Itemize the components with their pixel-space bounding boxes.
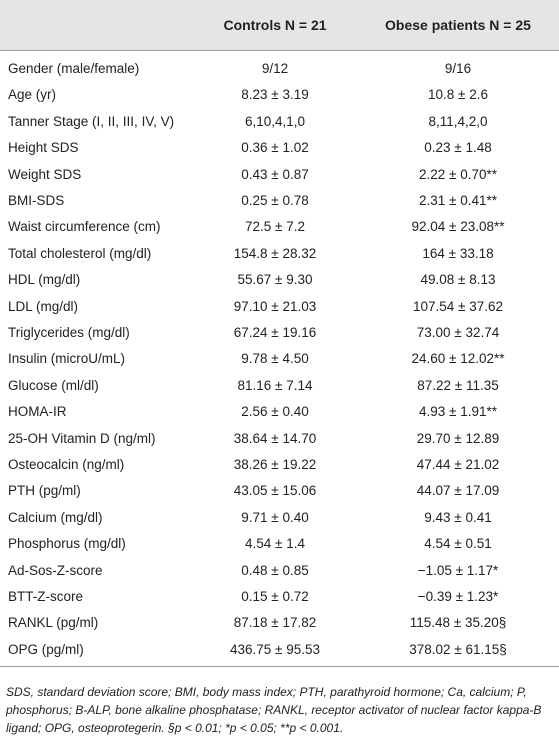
row-label: Osteocalcin (ng/ml) bbox=[8, 457, 125, 472]
row-label: Tanner Stage (I, II, III, IV, V) bbox=[8, 113, 175, 129]
row-label: Weight SDS bbox=[8, 166, 82, 182]
row-label: Phosphorus (mg/dl) bbox=[8, 536, 126, 552]
value-cell: −0.39 ± 1.23* bbox=[417, 589, 499, 604]
value-cell: 0.25 ± 0.78 bbox=[241, 193, 309, 208]
value-cell: 107.54 ± 37.62 bbox=[413, 298, 503, 314]
row-label: RANKL (pg/ml) bbox=[8, 615, 99, 631]
value-cell: 0.48 ± 0.85 bbox=[241, 562, 309, 578]
value-cell: 4.93 ± 1.91** bbox=[419, 404, 497, 420]
value-cell: −1.05 ± 1.17* bbox=[417, 562, 499, 578]
row-label: Calcium (mg/dl) bbox=[8, 509, 103, 525]
value-cell: 9.78 ± 4.50 bbox=[241, 351, 309, 367]
header-rule bbox=[0, 50, 559, 51]
value-cell: 0.36 ± 1.02 bbox=[241, 140, 309, 156]
row-label: PTH (pg/ml) bbox=[8, 483, 81, 499]
row-label: LDL (mg/dl) bbox=[8, 298, 79, 314]
value-cell: 9.43 ± 0.41 bbox=[424, 509, 492, 525]
value-cell: 9.71 ± 0.40 bbox=[241, 509, 309, 525]
value-cell: 44.07 ± 17.09 bbox=[416, 483, 500, 499]
value-cell: 81.16 ± 7.14 bbox=[237, 377, 313, 393]
value-cell: 29.70 ± 12.89 bbox=[416, 430, 500, 446]
value-cell: 164 ± 33.18 bbox=[422, 245, 494, 261]
row-label: HDL (mg/dl) bbox=[8, 272, 81, 288]
row-label: 25-OH Vitamin D (ng/ml) bbox=[8, 430, 156, 446]
column-header: Obese patients N = 25 bbox=[385, 17, 531, 33]
value-cell: 38.26 ± 19.22 bbox=[233, 457, 317, 472]
value-cell: 0.15 ± 0.72 bbox=[241, 589, 309, 604]
value-cell: 2.56 ± 0.40 bbox=[241, 404, 309, 420]
value-cell: 6,10,4,1,0 bbox=[244, 113, 306, 129]
value-cell: 72.5 ± 7.2 bbox=[245, 219, 305, 235]
value-cell: 436.75 ± 95.53 bbox=[230, 641, 320, 657]
row-label: Gender (male/female) bbox=[8, 61, 140, 76]
row-label: BMI-SDS bbox=[8, 193, 65, 208]
column-header: Controls N = 21 bbox=[223, 17, 327, 33]
row-label: Waist circumference (cm) bbox=[8, 219, 161, 235]
value-cell: 0.43 ± 0.87 bbox=[241, 166, 309, 182]
value-cell: 47.44 ± 21.02 bbox=[416, 457, 500, 472]
value-cell: 97.10 ± 21.03 bbox=[233, 298, 317, 314]
row-label: Age (yr) bbox=[8, 87, 57, 103]
row-label: Ad-Sos-Z-score bbox=[8, 562, 103, 578]
row-label: HOMA-IR bbox=[8, 404, 67, 420]
row-label: OPG (pg/ml) bbox=[8, 641, 84, 657]
value-cell: 49.08 ± 8.13 bbox=[420, 272, 496, 288]
value-cell: 115.48 ± 35.20§ bbox=[409, 615, 507, 631]
value-cell: 378.02 ± 61.15§ bbox=[409, 641, 507, 657]
row-label: Glucose (ml/dl) bbox=[8, 377, 99, 393]
value-cell: 9/12 bbox=[261, 61, 289, 76]
row-label: Height SDS bbox=[8, 140, 79, 156]
value-cell: 10.8 ± 2.6 bbox=[428, 87, 488, 103]
value-cell: 2.31 ± 0.41** bbox=[419, 193, 497, 208]
row-label: BTT-Z-score bbox=[8, 589, 84, 604]
row-label: Total cholesterol (mg/dl) bbox=[8, 245, 152, 261]
value-cell: 55.67 ± 9.30 bbox=[237, 272, 313, 288]
value-cell: 87.22 ± 11.35 bbox=[417, 377, 499, 393]
value-cell: 92.04 ± 23.08** bbox=[411, 219, 505, 235]
value-cell: 2.22 ± 0.70** bbox=[419, 166, 497, 182]
value-cell: 87.18 ± 17.82 bbox=[233, 615, 317, 631]
value-cell: 43.05 ± 15.06 bbox=[233, 483, 317, 499]
header-band bbox=[0, 0, 559, 50]
value-cell: 38.64 ± 14.70 bbox=[233, 430, 317, 446]
row-label: Insulin (microU/mL) bbox=[8, 351, 126, 367]
value-cell: 67.24 ± 19.16 bbox=[233, 325, 317, 340]
value-cell: 154.8 ± 28.32 bbox=[233, 245, 317, 261]
value-cell: 8.23 ± 3.19 bbox=[241, 87, 309, 103]
footnote: SDS, standard deviation score; BMI, body… bbox=[6, 685, 542, 735]
value-cell: 4.54 ± 0.51 bbox=[424, 536, 492, 552]
value-cell: 24.60 ± 12.02** bbox=[411, 351, 505, 367]
value-cell: 0.23 ± 1.48 bbox=[424, 140, 492, 156]
row-label: Triglycerides (mg/dl) bbox=[8, 325, 130, 340]
value-cell: 9/16 bbox=[444, 61, 472, 76]
value-cell: 73.00 ± 32.74 bbox=[416, 325, 500, 340]
value-cell: 4.54 ± 1.4 bbox=[245, 536, 305, 552]
bottom-rule bbox=[0, 666, 559, 667]
value-cell: 8,11,4,2,0 bbox=[428, 113, 488, 129]
